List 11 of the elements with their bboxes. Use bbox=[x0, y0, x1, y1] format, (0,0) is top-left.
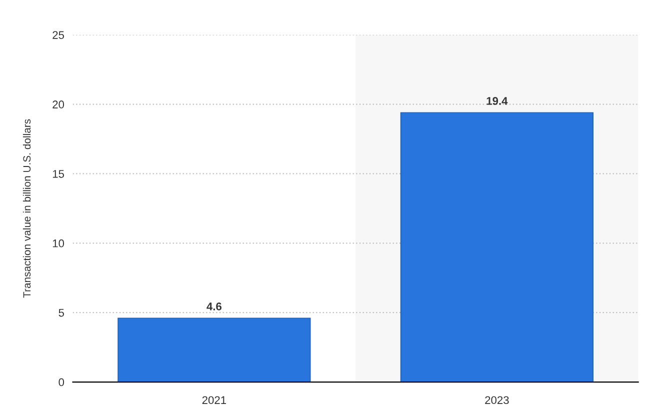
y-tick-label: 0 bbox=[58, 378, 64, 386]
x-tick-label: 2023 bbox=[485, 396, 509, 404]
y-tick-label: 25 bbox=[52, 31, 64, 39]
y-tick-label: 20 bbox=[52, 100, 64, 108]
y-tick-label: 15 bbox=[52, 170, 64, 178]
y-tick-label: 5 bbox=[58, 308, 64, 317]
data-label: 19.4 bbox=[486, 97, 508, 105]
data-label: 4.6 bbox=[206, 302, 222, 310]
x-tick-label: 2021 bbox=[202, 396, 226, 404]
y-axis-title: Transaction value in billion U.S. dollars bbox=[22, 119, 31, 298]
y-tick-label: 10 bbox=[52, 239, 64, 248]
